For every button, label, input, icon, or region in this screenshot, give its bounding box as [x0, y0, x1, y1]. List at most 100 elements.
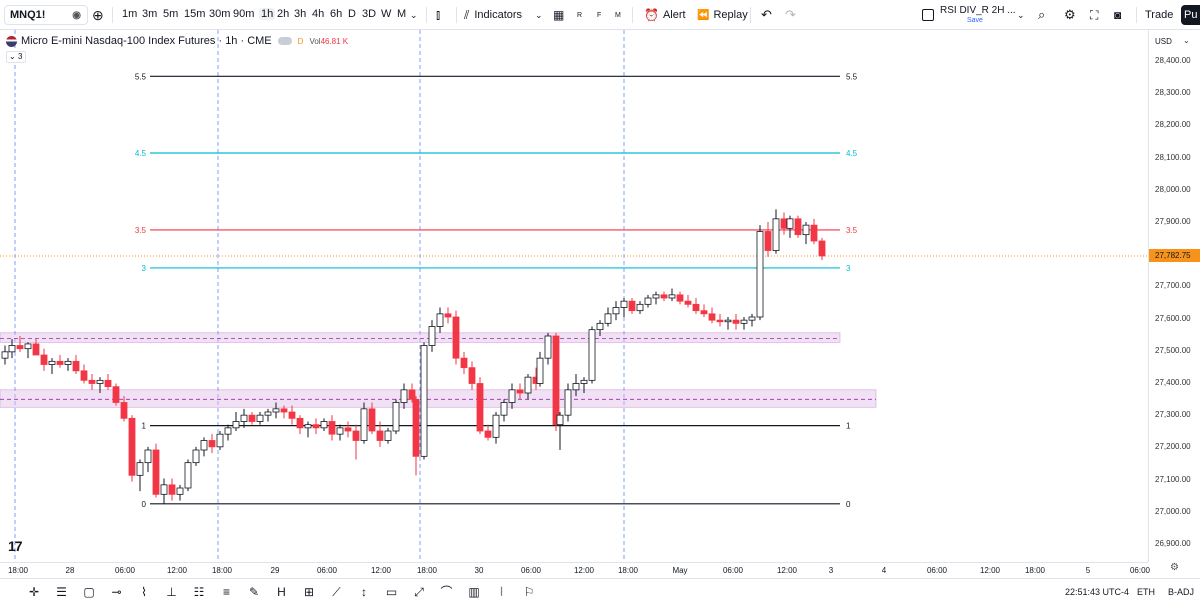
fib-icon[interactable]: ⊥ — [166, 585, 177, 599]
brush-icon[interactable]: ≡ — [222, 585, 230, 599]
regression-icon[interactable]: ⚐ — [523, 585, 535, 599]
indicators-dropdown-icon[interactable]: ⌄ — [535, 9, 543, 20]
layout-name: RSI DIV_R 2H ... — [940, 5, 1016, 16]
compare-symbol-icon[interactable]: ⊕ — [92, 6, 104, 23]
fib-level-label-right: 3.5 — [846, 226, 858, 235]
candle-body — [336, 427, 344, 435]
settings-gear-icon[interactable]: ⚙ — [1064, 7, 1076, 22]
fib-level-label-right: 4.5 — [846, 149, 858, 158]
candle-body — [360, 408, 368, 441]
candle-style-icon[interactable]: ⫾ — [436, 7, 441, 22]
pitchfork-icon[interactable]: ☷ — [193, 585, 205, 599]
price-axis[interactable]: USD ⌄ 28,400.00 28,300.00 28,200.00 28,100.… — [1148, 30, 1200, 562]
currency-dropdown-icon[interactable]: ⌄ — [1183, 36, 1190, 45]
fib-level-label-left: 4.5 — [135, 149, 147, 158]
templates-icon[interactable]: ▦ — [553, 8, 565, 22]
clock[interactable]: 22:51:43 UTC-4 — [1065, 587, 1130, 597]
price-tick-label: 27,400.00 — [1155, 378, 1191, 387]
session-label[interactable]: ETH — [1137, 587, 1155, 597]
candle-body — [524, 376, 532, 394]
magnet-icon[interactable]: ⊞ — [303, 585, 315, 599]
candle-body — [420, 345, 428, 457]
axis-settings-icon[interactable]: ⚙ — [1170, 562, 1179, 573]
indicator-count: 3 — [17, 52, 23, 61]
snapshot-camera-icon[interactable]: ◙ — [1114, 8, 1122, 22]
layout-r[interactable]: R — [577, 11, 583, 19]
time-tick-label: 18:00 — [1024, 566, 1046, 575]
timeframe-30m[interactable]: 30m — [209, 8, 231, 20]
timeframe-15m[interactable]: 15m — [184, 8, 206, 20]
crosshair-icon[interactable]: ✛ — [28, 585, 40, 599]
legend-collapse-button[interactable]: ⌄ 3 — [6, 51, 26, 63]
layout-f[interactable]: F — [597, 11, 602, 19]
path-icon[interactable]: ⌇ — [141, 585, 147, 599]
time-tick-label: 18:00 — [211, 566, 233, 575]
layout-dropdown-icon[interactable]: ⌄ — [1017, 9, 1025, 20]
flag-icon[interactable]: ⌒ — [440, 585, 453, 599]
alert-button[interactable]: ⏰ Alert — [644, 0, 686, 30]
save-label[interactable]: Save — [967, 17, 983, 24]
candle-body — [264, 411, 272, 416]
timeframe-90m[interactable]: 90m — [233, 8, 255, 20]
timeframe-1h[interactable]: 1h — [259, 8, 276, 20]
trade-button[interactable]: Trade — [1145, 9, 1174, 21]
trend-lines-icon[interactable]: ☰ — [56, 585, 67, 599]
long-position-icon[interactable]: H — [277, 585, 286, 599]
replay-button[interactable]: ⏪ Replay — [697, 0, 748, 30]
visibility-toggle-icon[interactable] — [277, 37, 292, 45]
timeframe-W[interactable]: W — [381, 8, 392, 20]
drawing-toolbar: ✛ ☰ ▢ ⊸ ⌇ ⊥ ☷ ≡ ✎ H ⊞ ⟋ ↕ ▭ ⤢ ⌒ ▥ ⦚ ⚐ 22:51:43 UTC-4 ETH B… — [0, 578, 1200, 604]
horizontal-ray-icon[interactable]: ⊸ — [111, 585, 122, 599]
measure-icon[interactable]: ✎ — [248, 585, 260, 599]
arrow-icon[interactable]: ↕ — [361, 585, 367, 599]
timeframe-5m[interactable]: 5m — [163, 8, 179, 20]
anchored-vwap-icon[interactable]: ⦚ — [500, 585, 503, 599]
tradingview-logo[interactable]: 17 — [8, 538, 23, 554]
bars-pattern-icon[interactable]: ⤢ — [414, 585, 424, 599]
time-tick-label: 06:00 — [114, 566, 136, 575]
publish-button[interactable]: Pu — [1181, 5, 1200, 25]
symbol-search[interactable]: MNQ1! ◉ — [4, 5, 88, 25]
fib-level-label-left: 5.5 — [135, 72, 147, 81]
timeframe-2h[interactable]: 2h — [277, 8, 290, 20]
time-axis[interactable]: 18:00 28 06:00 12:00 18:00 29 06:00 12:00 18:00 3… — [0, 562, 1150, 576]
timeframe-M[interactable]: M — [397, 8, 407, 20]
text-icon[interactable]: ⟋ — [332, 585, 341, 599]
timeframe-3D[interactable]: 3D — [362, 8, 377, 20]
timeframe-1m[interactable]: 1m — [122, 8, 138, 20]
candle-body — [184, 462, 192, 489]
candle-body — [764, 231, 772, 251]
candle-body — [802, 224, 810, 236]
replay-label: Replay — [713, 9, 748, 21]
timeframe-4h[interactable]: 4h — [312, 8, 325, 20]
timeframe-3h[interactable]: 3h — [294, 8, 307, 20]
candle-body — [152, 449, 160, 495]
quick-search-icon[interactable]: ⌕ — [1038, 7, 1046, 22]
price-chart[interactable]: 5.5 5.5 4.5 4.5 3.5 3.5 3 3 1 1 0 0 — [0, 30, 1148, 562]
pattern-icon[interactable]: ▭ — [385, 585, 398, 599]
timeframe-dropdown-icon[interactable]: ⌄ — [410, 9, 418, 20]
layout-save-group[interactable]: RSI DIV_R 2H ... Save — [922, 4, 1020, 26]
fullscreen-icon[interactable]: ⛶ — [1090, 7, 1099, 22]
currency-label[interactable]: USD — [1155, 37, 1172, 46]
adjustment-label[interactable]: B-ADJ — [1168, 587, 1195, 597]
rectangle-icon[interactable]: ▢ — [83, 585, 95, 599]
candle-body — [756, 231, 764, 318]
candle-body — [8, 345, 16, 353]
timeframe-3m[interactable]: 3m — [142, 8, 158, 20]
timeframe-6h[interactable]: 6h — [330, 8, 343, 20]
timeframe-D[interactable]: D — [348, 8, 356, 20]
indicators-button[interactable]: ⫽ Indicators — [464, 0, 522, 30]
layout-checkbox[interactable] — [922, 9, 934, 21]
undo-icon[interactable]: ↶ — [761, 7, 772, 22]
icon-shapes-icon[interactable]: ▥ — [468, 585, 480, 599]
redo-icon[interactable]: ↷ — [785, 7, 796, 22]
time-tick-label: 12:00 — [979, 566, 1001, 575]
symbol-dropdown-icon[interactable]: ◉ — [72, 9, 81, 21]
candle-body — [408, 389, 416, 400]
candle-body — [288, 411, 296, 419]
layout-m[interactable]: M — [615, 11, 621, 19]
candle-body — [794, 218, 802, 236]
candle-body — [320, 421, 328, 429]
chart-pane[interactable]: 5.5 5.5 4.5 4.5 3.5 3.5 3 3 1 1 0 0 — [0, 30, 1148, 562]
